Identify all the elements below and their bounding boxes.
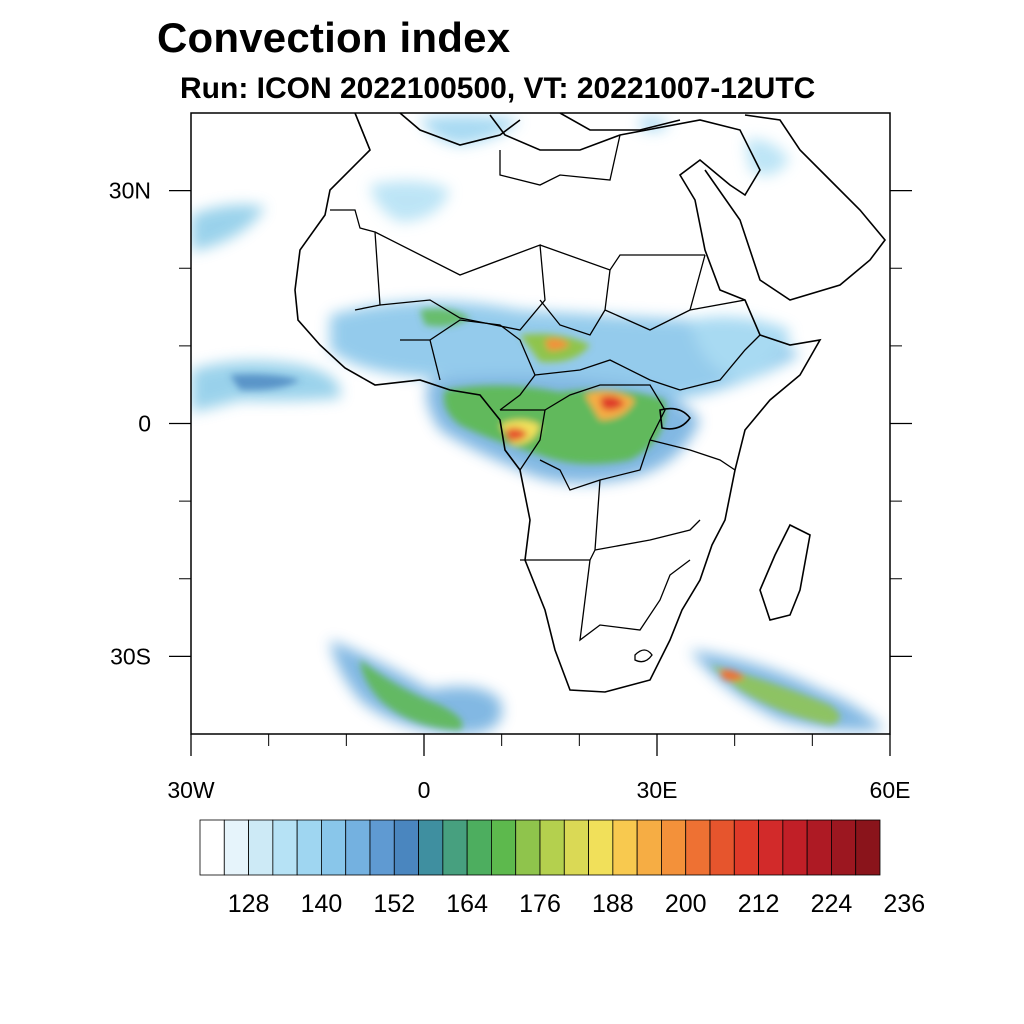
colorbar-swatch xyxy=(223,819,249,876)
colorbar-labels: 128 140 152 164 176 188 200 212 224 236 xyxy=(228,890,925,918)
colorbar-label: 188 xyxy=(592,890,634,918)
colorbar-label: 140 xyxy=(301,890,343,918)
coastlines xyxy=(294,113,887,693)
lon-tick-label: 60E xyxy=(870,777,911,803)
colorbar-swatch xyxy=(612,819,638,876)
colorbar-swatch xyxy=(393,819,419,876)
colorbar-swatch xyxy=(685,819,711,876)
colorbar-swatch xyxy=(491,819,517,876)
colorbar-swatch xyxy=(296,819,322,876)
colorbar-swatch xyxy=(855,819,881,876)
colorbar-label: 128 xyxy=(228,890,270,918)
colorbar-swatch xyxy=(709,819,735,876)
colorbar-swatch xyxy=(345,819,371,876)
colorbar-label: 164 xyxy=(446,890,488,918)
colorbar-swatch xyxy=(466,819,492,876)
map-title: Convection index xyxy=(157,14,511,61)
colorbar-label: 212 xyxy=(738,890,780,918)
colorbar-label: 200 xyxy=(665,890,707,918)
colorbar-swatch xyxy=(588,819,614,876)
colorbar-swatch xyxy=(733,819,759,876)
colorbar-label: 176 xyxy=(519,890,561,918)
colorbar-swatch xyxy=(782,819,808,876)
colorbar-swatch xyxy=(515,819,541,876)
lat-tick-label: 0 xyxy=(138,411,151,437)
colorbar-label: 152 xyxy=(373,890,415,918)
lat-tick-label: 30N xyxy=(109,178,151,204)
colorbar-swatch xyxy=(369,819,395,876)
axis-ticks xyxy=(169,189,912,756)
colorbar-swatch xyxy=(636,819,662,876)
lat-tick-label: 30S xyxy=(110,643,151,669)
colorbar-swatch xyxy=(248,819,274,876)
lon-tick-label: 30E xyxy=(637,777,678,803)
colorbar-label: 224 xyxy=(811,890,853,918)
colorbar-swatch xyxy=(758,819,784,876)
colorbar-swatch xyxy=(321,819,347,876)
colorbar-swatch xyxy=(272,819,298,876)
colorbar-swatch xyxy=(442,819,468,876)
colorbar-swatch xyxy=(563,819,589,876)
colorbar xyxy=(199,819,881,876)
colorbar-swatch xyxy=(806,819,832,876)
map-subtitle: Run: ICON 2022100500, VT: 20221007-12UTC xyxy=(180,72,816,105)
colorbar-swatch xyxy=(539,819,565,876)
axis-tick-labels: 30W 0 30E 60E 30N 0 30S xyxy=(109,178,911,803)
colorbar-label: 236 xyxy=(883,890,925,918)
colorbar-swatch xyxy=(199,819,225,876)
lon-tick-label: 0 xyxy=(418,777,431,803)
colorbar-swatch xyxy=(661,819,687,876)
colorbar-swatch xyxy=(831,819,857,876)
lon-tick-label: 30W xyxy=(167,777,215,803)
colorbar-swatch xyxy=(418,819,444,876)
convection-field xyxy=(191,115,885,734)
country-borders xyxy=(330,113,761,663)
